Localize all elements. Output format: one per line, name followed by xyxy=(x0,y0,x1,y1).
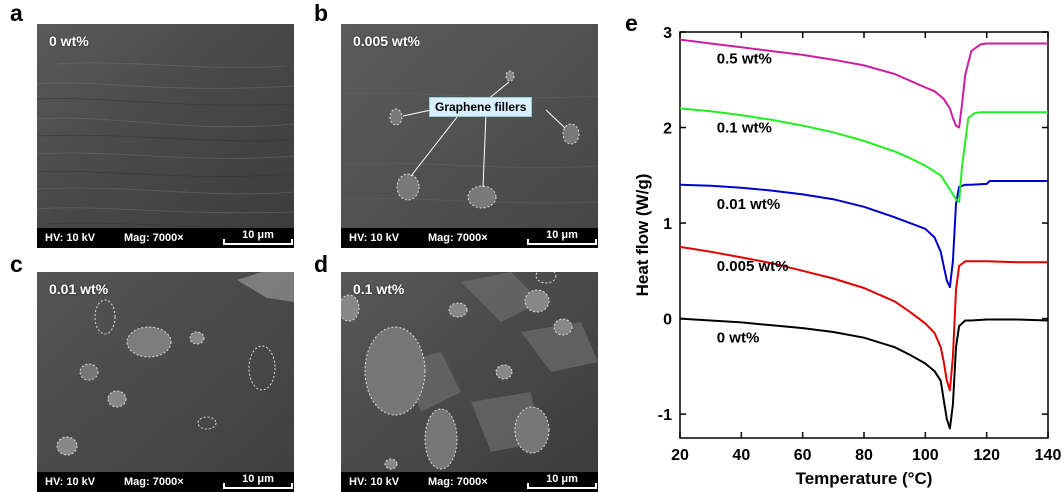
y-tick-label-4: 3 xyxy=(663,25,672,42)
mag-text-d: Mag: 7000× xyxy=(428,476,488,488)
series-line-3 xyxy=(679,107,1048,203)
sem-image-a: 0 wt% HV: 10 kV Mag: 7000× 10 μm xyxy=(37,24,294,248)
series-label-0: 0 wt% xyxy=(717,330,760,347)
sem-texture-c xyxy=(37,272,294,492)
panel-letter-d: d xyxy=(314,251,329,277)
panel-letter-b: b xyxy=(314,0,329,26)
sem-texture-d xyxy=(341,272,598,492)
y-axis-label: Heat flow (W/g) xyxy=(633,174,652,297)
scalebar-tick-c-left xyxy=(223,483,225,489)
y-tick-label-3: 2 xyxy=(663,121,672,138)
scalebar-tick-a-right xyxy=(291,239,293,245)
series-label-1: 0.005 wt% xyxy=(717,258,789,275)
hv-text-b: HV: 10 kV xyxy=(349,232,400,244)
graphene-particles-d xyxy=(341,272,573,470)
sem-image-c: 0.01 wt% HV: 10 kV Mag: 7000× 10 μm xyxy=(37,272,294,492)
scalebar-a xyxy=(223,243,293,245)
hv-text-d: HV: 10 kV xyxy=(349,476,400,488)
scalebar-tick-c-right xyxy=(291,483,293,489)
graphene-fillers-callout: Graphene fillers xyxy=(429,97,533,117)
series-labels: 0 wt% 0.005 wt% 0.01 wt% 0.1 wt% 0.5 wt% xyxy=(717,51,789,347)
x-tick-label-4: 100 xyxy=(912,447,939,464)
x-tick-label-3: 80 xyxy=(855,447,873,464)
series-line-4 xyxy=(679,38,1048,129)
scalebar-tick-b-right xyxy=(595,239,597,245)
mag-text-c: Mag: 7000× xyxy=(124,476,184,488)
y-tick-label-2: 1 xyxy=(663,216,672,233)
mag-text-a: Mag: 7000× xyxy=(124,232,184,244)
hv-text-a: HV: 10 kV xyxy=(45,232,96,244)
scalebar-label-d: 10 μm xyxy=(546,473,578,485)
panel-letter-a: a xyxy=(10,0,23,26)
x-tick-label-1: 40 xyxy=(732,447,750,464)
x-tick-label-6: 140 xyxy=(1035,447,1062,464)
mag-text-b: Mag: 7000× xyxy=(428,232,488,244)
scalebar-b xyxy=(527,243,597,245)
series-label-3: 0.1 wt% xyxy=(717,119,772,136)
scalebar-tick-b-left xyxy=(527,239,529,245)
series-line-2 xyxy=(679,180,1048,289)
panel-letter-c: c xyxy=(10,251,23,277)
sem-label-d: 0.1 wt% xyxy=(353,281,405,297)
scalebar-tick-a-left xyxy=(223,239,225,245)
scalebar-tick-d-right xyxy=(595,483,597,489)
sem-infobar-b: HV: 10 kV Mag: 7000× 10 μm xyxy=(341,228,598,248)
axes-layer: 20 40 60 80 100 120 140 -1 0 1 2 3 xyxy=(658,25,1062,464)
y-tick-label-1: 0 xyxy=(663,312,672,329)
sem-infobar-c: HV: 10 kV Mag: 7000× 10 μm xyxy=(37,472,294,492)
dsc-chart: 20 40 60 80 100 120 140 -1 0 1 2 3 0 wt% 0.005 wt% 0.… xyxy=(633,25,1062,488)
sem-image-b: Graphene fillers 0.005 wt% HV: 10 kV Mag… xyxy=(341,24,598,248)
series-layer xyxy=(679,38,1049,430)
callout-arrows-b xyxy=(402,81,566,188)
graphene-particles-b xyxy=(389,70,580,209)
graphene-particles-c xyxy=(56,299,276,456)
series-label-4: 0.5 wt% xyxy=(717,51,772,68)
x-tick-label-2: 60 xyxy=(794,447,812,464)
scalebar-label-c: 10 μm xyxy=(242,473,274,485)
sem-texture-a xyxy=(37,24,294,248)
hv-text-c: HV: 10 kV xyxy=(45,476,96,488)
series-label-2: 0.01 wt% xyxy=(717,196,780,213)
x-tick-label-5: 120 xyxy=(973,447,1000,464)
sem-label-a: 0 wt% xyxy=(49,33,89,49)
x-tick-label-0: 20 xyxy=(671,447,689,464)
x-axis-label: Temperature (°C) xyxy=(796,469,933,488)
sem-infobar-d: HV: 10 kV Mag: 7000× 10 μm xyxy=(341,472,598,492)
scalebar-label-a: 10 μm xyxy=(242,229,274,241)
sem-image-d: 0.1 wt% HV: 10 kV Mag: 7000× 10 μm xyxy=(341,272,598,492)
sem-infobar-a: HV: 10 kV Mag: 7000× 10 μm xyxy=(37,228,294,248)
y-tick-label-0: -1 xyxy=(658,407,672,424)
sem-label-b: 0.005 wt% xyxy=(353,33,420,49)
sem-texture-b xyxy=(341,24,598,248)
scalebar-c xyxy=(223,487,293,489)
series-line-1 xyxy=(679,245,1048,392)
plot-border xyxy=(679,31,1049,439)
scalebar-label-b: 10 μm xyxy=(546,229,578,241)
panel-letter-e: e xyxy=(625,10,638,36)
scalebar-tick-d-left xyxy=(527,483,529,489)
scalebar-d xyxy=(527,487,597,489)
sem-label-c: 0.01 wt% xyxy=(49,281,109,297)
series-line-0 xyxy=(679,317,1049,430)
plot-frame xyxy=(679,31,1049,439)
